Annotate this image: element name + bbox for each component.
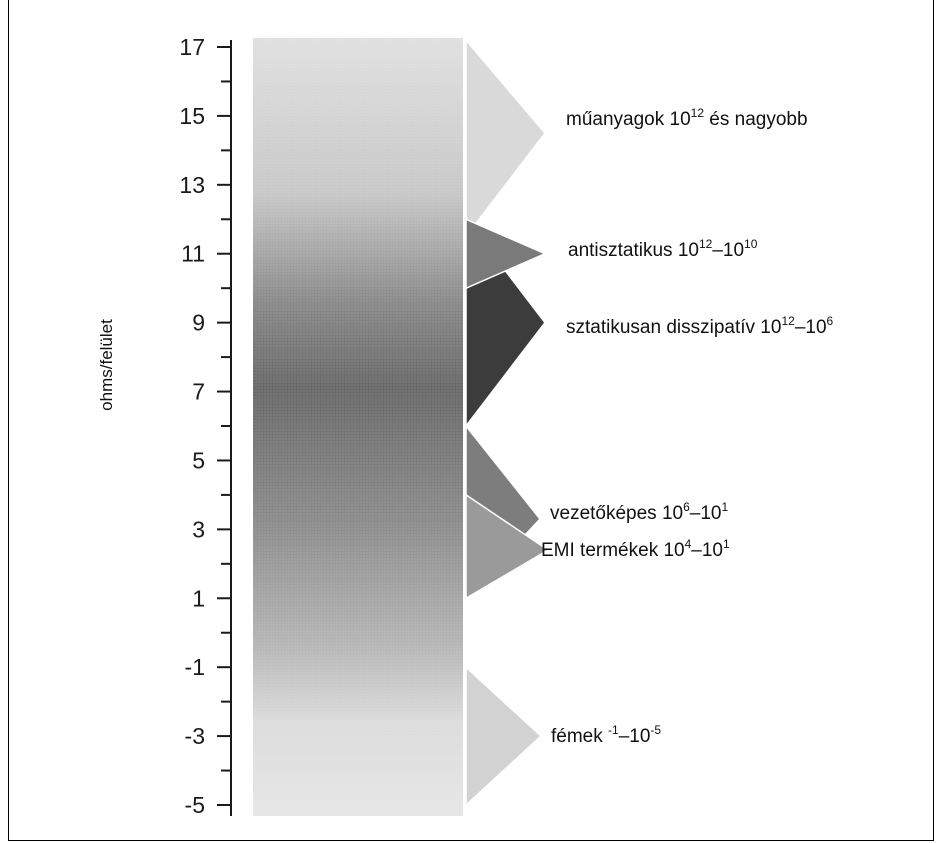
tick-label: 13 (179, 172, 205, 198)
tick-label: 5 (192, 447, 205, 473)
category-label: sztatikusan disszipatív 1012–106 (566, 314, 834, 338)
exponent: 10 (744, 237, 758, 251)
exponent: 6 (683, 500, 690, 514)
category-label: vezetőképes 106–101 (550, 500, 728, 524)
exponent: -1 (608, 723, 619, 737)
category-label: fémek -1–10-5 (551, 723, 661, 747)
tick-label: 17 (179, 34, 205, 60)
tick-label: 9 (192, 310, 205, 336)
category-arrow (465, 493, 550, 600)
label-text: EMI termékek 10 (541, 540, 685, 561)
label-text: –10 (712, 240, 744, 261)
category-arrow (465, 665, 543, 807)
label-text: sztatikusan disszipatív 10 (566, 317, 781, 338)
label-text: műanyagok 10 (566, 109, 691, 130)
tick-label: -5 (185, 792, 205, 818)
tick-label: -3 (185, 723, 205, 749)
category-label: antisztatikus 1012–1010 (568, 237, 758, 261)
exponent: 6 (827, 314, 834, 328)
exponent: 12 (691, 106, 705, 120)
category-label: műanyagok 1012 és nagyobb (566, 106, 808, 130)
category-shapes (463, 38, 550, 816)
label-text: –10 (691, 540, 723, 561)
tick-group: 17 15 13 11 9 7 5 3 1 -1 -3 -5 (179, 34, 231, 818)
label-text: fémek (551, 726, 608, 747)
category-arrow (465, 218, 547, 290)
gradient-column (253, 38, 463, 816)
category-label: EMI termékek 104–101 (541, 537, 730, 561)
label-text: vezetőképes 10 (550, 503, 683, 524)
label-text: és nagyobb (704, 109, 808, 130)
tick-label: 11 (181, 241, 205, 267)
label-text: antisztatikus 10 (568, 240, 699, 261)
exponent: 1 (721, 500, 728, 514)
tick-label: 7 (192, 379, 205, 405)
y-axis-label: ohms/felület (97, 319, 116, 411)
figure-frame (8, 0, 934, 841)
label-text: –10 (795, 317, 827, 338)
label-text: –10 (690, 503, 722, 524)
tick-label: 3 (192, 516, 205, 542)
tick-label: 1 (192, 585, 205, 611)
exponent: 1 (723, 537, 730, 551)
tick-label: -1 (185, 654, 205, 680)
category-arrow (465, 38, 546, 239)
exponent: 12 (699, 237, 713, 251)
exponent: 4 (685, 537, 692, 551)
tick-label: 15 (179, 103, 205, 129)
exponent: 12 (781, 314, 795, 328)
label-text: –10 (619, 726, 651, 747)
exponent: -5 (650, 723, 661, 737)
